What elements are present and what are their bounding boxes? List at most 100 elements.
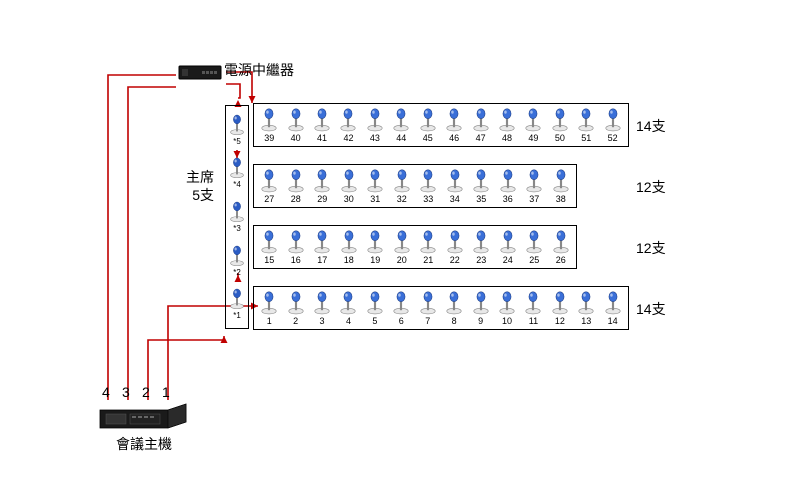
port-label-4: 4 xyxy=(102,384,110,400)
mic-unit-31: 31 xyxy=(362,169,388,204)
mic-unit-28: 28 xyxy=(283,169,309,204)
mic-row-row4: 27 28 29 30 31 32 33 34 xyxy=(253,164,577,208)
chairman-mic-label: *4 xyxy=(233,180,241,189)
mic-label: 33 xyxy=(423,194,433,204)
mic-unit-46: 46 xyxy=(441,108,467,143)
mic-label: 43 xyxy=(370,133,380,143)
row-count-label: 14支 xyxy=(636,299,666,319)
mic-unit-45: 45 xyxy=(415,108,441,143)
mic-label: 32 xyxy=(397,194,407,204)
mic-unit-8: 8 xyxy=(441,291,467,326)
mic-label: 9 xyxy=(478,316,483,326)
mic-unit-18: 18 xyxy=(336,230,362,265)
mic-label: 24 xyxy=(503,255,513,265)
mic-unit-39: 39 xyxy=(256,108,282,143)
mic-unit-9: 9 xyxy=(468,291,494,326)
mic-label: 10 xyxy=(502,316,512,326)
mic-label: 39 xyxy=(264,133,274,143)
chairman-mic-label: *3 xyxy=(233,224,241,233)
mic-row-row5: 39 40 41 42 43 44 45 46 xyxy=(253,103,629,147)
mic-label: 16 xyxy=(291,255,301,265)
mic-label: 19 xyxy=(370,255,380,265)
mic-unit-2: 2 xyxy=(283,291,309,326)
mic-label: 30 xyxy=(344,194,354,204)
mic-label: 36 xyxy=(503,194,513,204)
mic-label: 21 xyxy=(423,255,433,265)
chairman-mic: *1 xyxy=(227,288,247,320)
mic-unit-30: 30 xyxy=(336,169,362,204)
mic-label: 8 xyxy=(452,316,457,326)
mic-label: 3 xyxy=(320,316,325,326)
mic-unit-20: 20 xyxy=(389,230,415,265)
mic-label: 44 xyxy=(396,133,406,143)
mic-label: 29 xyxy=(317,194,327,204)
mic-label: 11 xyxy=(529,316,538,326)
mic-unit-38: 38 xyxy=(548,169,574,204)
mic-label: 35 xyxy=(476,194,486,204)
mic-unit-13: 13 xyxy=(573,291,599,326)
mic-unit-5: 5 xyxy=(362,291,388,326)
mic-label: 23 xyxy=(476,255,486,265)
mic-label: 13 xyxy=(581,316,591,326)
mic-label: 6 xyxy=(399,316,404,326)
mic-label: 51 xyxy=(581,133,591,143)
mic-label: 5 xyxy=(372,316,377,326)
mic-unit-48: 48 xyxy=(494,108,520,143)
mic-label: 25 xyxy=(529,255,539,265)
mic-label: 22 xyxy=(450,255,460,265)
conference-host-device xyxy=(98,402,188,432)
mic-label: 42 xyxy=(343,133,353,143)
chairman-mic: *2 xyxy=(227,245,247,277)
mic-unit-7: 7 xyxy=(415,291,441,326)
chairman-label: 主席5支 xyxy=(186,168,214,204)
power-repeater-label: 電源中繼器 xyxy=(224,60,294,80)
mic-unit-14: 14 xyxy=(600,291,626,326)
mic-label: 49 xyxy=(528,133,538,143)
mic-unit-19: 19 xyxy=(362,230,388,265)
mic-unit-32: 32 xyxy=(389,169,415,204)
mic-unit-49: 49 xyxy=(520,108,546,143)
mic-unit-23: 23 xyxy=(468,230,494,265)
mic-unit-24: 24 xyxy=(495,230,521,265)
mic-unit-6: 6 xyxy=(388,291,414,326)
mic-unit-17: 17 xyxy=(309,230,335,265)
chairman-mic: *4 xyxy=(227,157,247,189)
power-repeater-device xyxy=(178,64,222,82)
mic-label: 48 xyxy=(502,133,512,143)
mic-label: 15 xyxy=(264,255,274,265)
mic-row-row2: 1 2 3 4 5 6 7 8 9 xyxy=(253,286,629,330)
mic-label: 28 xyxy=(291,194,301,204)
chairman-mic-label: *2 xyxy=(233,268,241,277)
mic-label: 52 xyxy=(608,133,618,143)
chairman-mic: *3 xyxy=(227,201,247,233)
mic-unit-11: 11 xyxy=(520,291,546,326)
mic-unit-10: 10 xyxy=(494,291,520,326)
mic-unit-21: 21 xyxy=(415,230,441,265)
mic-label: 40 xyxy=(291,133,301,143)
row-count-label: 12支 xyxy=(636,238,666,258)
mic-unit-1: 1 xyxy=(256,291,282,326)
mic-label: 34 xyxy=(450,194,460,204)
mic-label: 1 xyxy=(267,316,272,326)
mic-row-row3: 15 16 17 18 19 20 21 22 xyxy=(253,225,577,269)
mic-label: 12 xyxy=(555,316,565,326)
mic-label: 2 xyxy=(293,316,298,326)
mic-unit-16: 16 xyxy=(283,230,309,265)
port-label-3: 3 xyxy=(122,384,130,400)
chairman-mic: *5 xyxy=(227,114,247,146)
chairman-mic-label: *1 xyxy=(233,311,241,320)
mic-label: 41 xyxy=(317,133,327,143)
row-count-label: 12支 xyxy=(636,177,666,197)
mic-unit-3: 3 xyxy=(309,291,335,326)
mic-unit-12: 12 xyxy=(547,291,573,326)
mic-unit-44: 44 xyxy=(388,108,414,143)
mic-unit-42: 42 xyxy=(335,108,361,143)
mic-unit-47: 47 xyxy=(468,108,494,143)
mic-label: 47 xyxy=(476,133,486,143)
mic-unit-35: 35 xyxy=(468,169,494,204)
mic-unit-50: 50 xyxy=(547,108,573,143)
mic-label: 18 xyxy=(344,255,354,265)
mic-unit-51: 51 xyxy=(573,108,599,143)
mic-unit-27: 27 xyxy=(256,169,282,204)
mic-unit-52: 52 xyxy=(600,108,626,143)
